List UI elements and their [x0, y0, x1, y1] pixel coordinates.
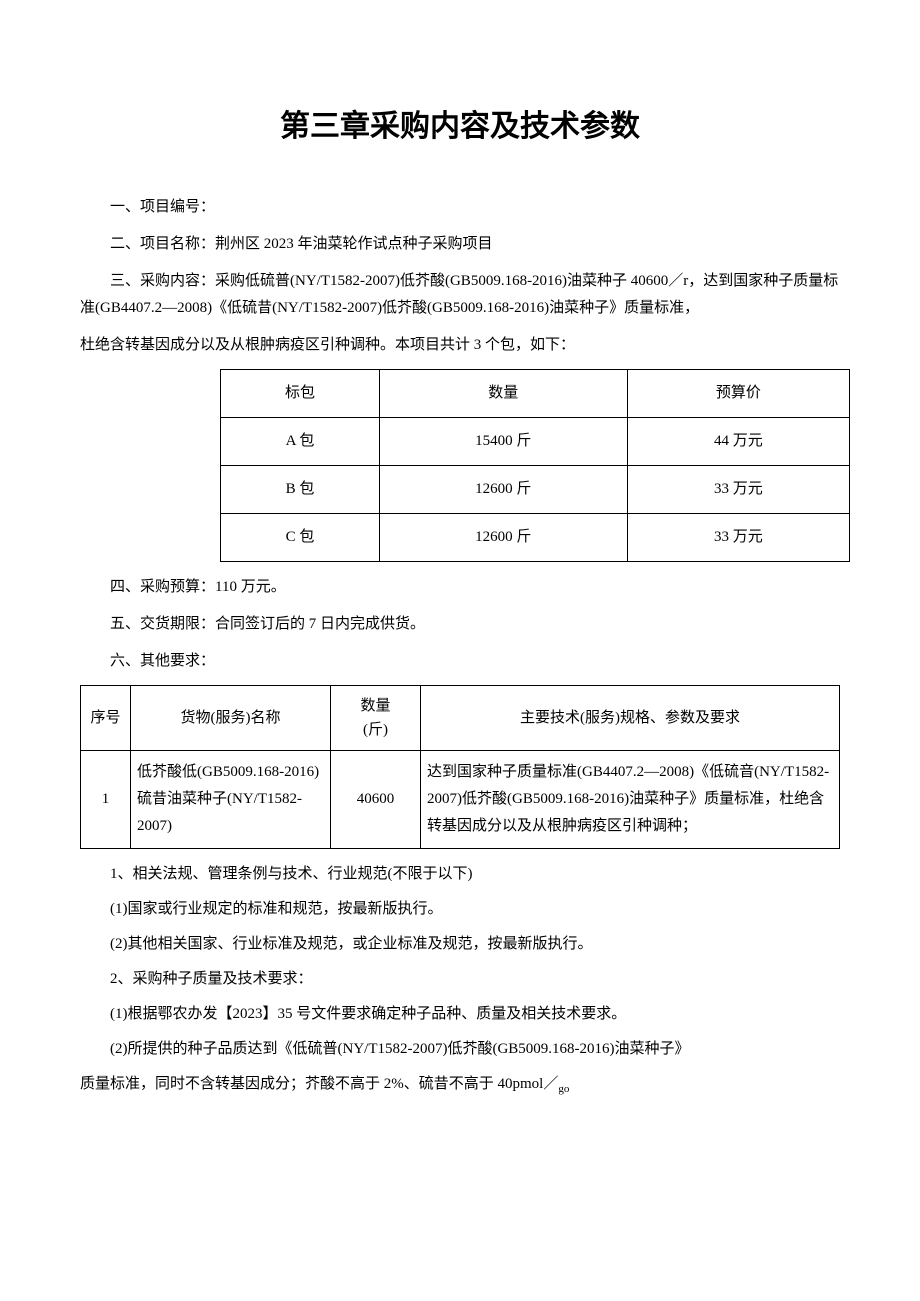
section-2: 二、项目名称：荆州区 2023 年油菜轮作试点种子采购项目: [80, 231, 840, 258]
cell-package: B 包: [221, 466, 380, 514]
section-4: 四、采购预算：110 万元。: [80, 574, 840, 601]
cell-seq: 1: [81, 751, 131, 849]
table-header-row: 标包 数量 预算价: [221, 370, 850, 418]
section-6: 六、其他要求：: [80, 648, 840, 675]
cell-budget: 44 万元: [627, 418, 849, 466]
footer-l4: 2、采购种子质量及技术要求：: [80, 966, 840, 993]
cell-quantity: 12600 斤: [379, 514, 627, 562]
th-qty: 数量 (斤): [331, 686, 421, 751]
th-quantity: 数量: [379, 370, 627, 418]
cell-name: 低芥酸低(GB5009.168-2016)硫昔油菜种子(NY/T1582-200…: [131, 751, 331, 849]
th-package: 标包: [221, 370, 380, 418]
qty-label-2: (斤): [337, 718, 414, 742]
cell-package: A 包: [221, 418, 380, 466]
footer-l6-p1: (2)所提供的种子品质达到《低硫普(NY/T1582-2007)低芥酸(GB50…: [80, 1036, 840, 1063]
package-table: 标包 数量 预算价 A 包 15400 斤 44 万元 B 包 12600 斤 …: [220, 369, 850, 562]
cell-budget: 33 万元: [627, 466, 849, 514]
section-1: 一、项目编号：: [80, 194, 840, 221]
table-row: C 包 12600 斤 33 万元: [221, 514, 850, 562]
th-spec: 主要技术(服务)规格、参数及要求: [421, 686, 840, 751]
requirements-table: 序号 货物(服务)名称 数量 (斤) 主要技术(服务)规格、参数及要求 1 低芥…: [80, 685, 840, 849]
footer-l6-p2: 质量标准，同时不含转基因成分；芥酸不高于 2%、硫昔不高于 40pmol／go: [80, 1071, 840, 1100]
section-3-p1: 三、采购内容：采购低硫普(NY/T1582-2007)低芥酸(GB5009.16…: [80, 268, 840, 322]
table-row: A 包 15400 斤 44 万元: [221, 418, 850, 466]
footer-l6-p2-text: 质量标准，同时不含转基因成分；芥酸不高于 2%、硫昔不高于 40pmol／: [80, 1076, 558, 1092]
cell-quantity: 15400 斤: [379, 418, 627, 466]
footer-l3: (2)其他相关国家、行业标准及规范，或企业标准及规范，按最新版执行。: [80, 931, 840, 958]
cell-qty: 40600: [331, 751, 421, 849]
table-header-row: 序号 货物(服务)名称 数量 (斤) 主要技术(服务)规格、参数及要求: [81, 686, 840, 751]
table-row: 1 低芥酸低(GB5009.168-2016)硫昔油菜种子(NY/T1582-2…: [81, 751, 840, 849]
cell-package: C 包: [221, 514, 380, 562]
th-seq: 序号: [81, 686, 131, 751]
section-3-p2: 杜绝含转基因成分以及从根肿病疫区引种调种。本项目共计 3 个包，如下：: [80, 332, 840, 359]
table-row: B 包 12600 斤 33 万元: [221, 466, 850, 514]
cell-budget: 33 万元: [627, 514, 849, 562]
footer-l6-p2-sub: go: [558, 1083, 569, 1095]
section-5: 五、交货期限：合同签订后的 7 日内完成供货。: [80, 611, 840, 638]
th-budget: 预算价: [627, 370, 849, 418]
cell-quantity: 12600 斤: [379, 466, 627, 514]
th-name: 货物(服务)名称: [131, 686, 331, 751]
footer-l2: (1)国家或行业规定的标准和规范，按最新版执行。: [80, 896, 840, 923]
footer-l5: (1)根据鄂农办发【2023】35 号文件要求确定种子品种、质量及相关技术要求。: [80, 1001, 840, 1028]
cell-spec: 达到国家种子质量标准(GB4407.2—2008)《低硫音(NY/T1582-2…: [421, 751, 840, 849]
chapter-title: 第三章采购内容及技术参数: [80, 100, 840, 154]
qty-label-1: 数量: [337, 694, 414, 718]
footer-l1: 1、相关法规、管理条例与技术、行业规范(不限于以下): [80, 861, 840, 888]
